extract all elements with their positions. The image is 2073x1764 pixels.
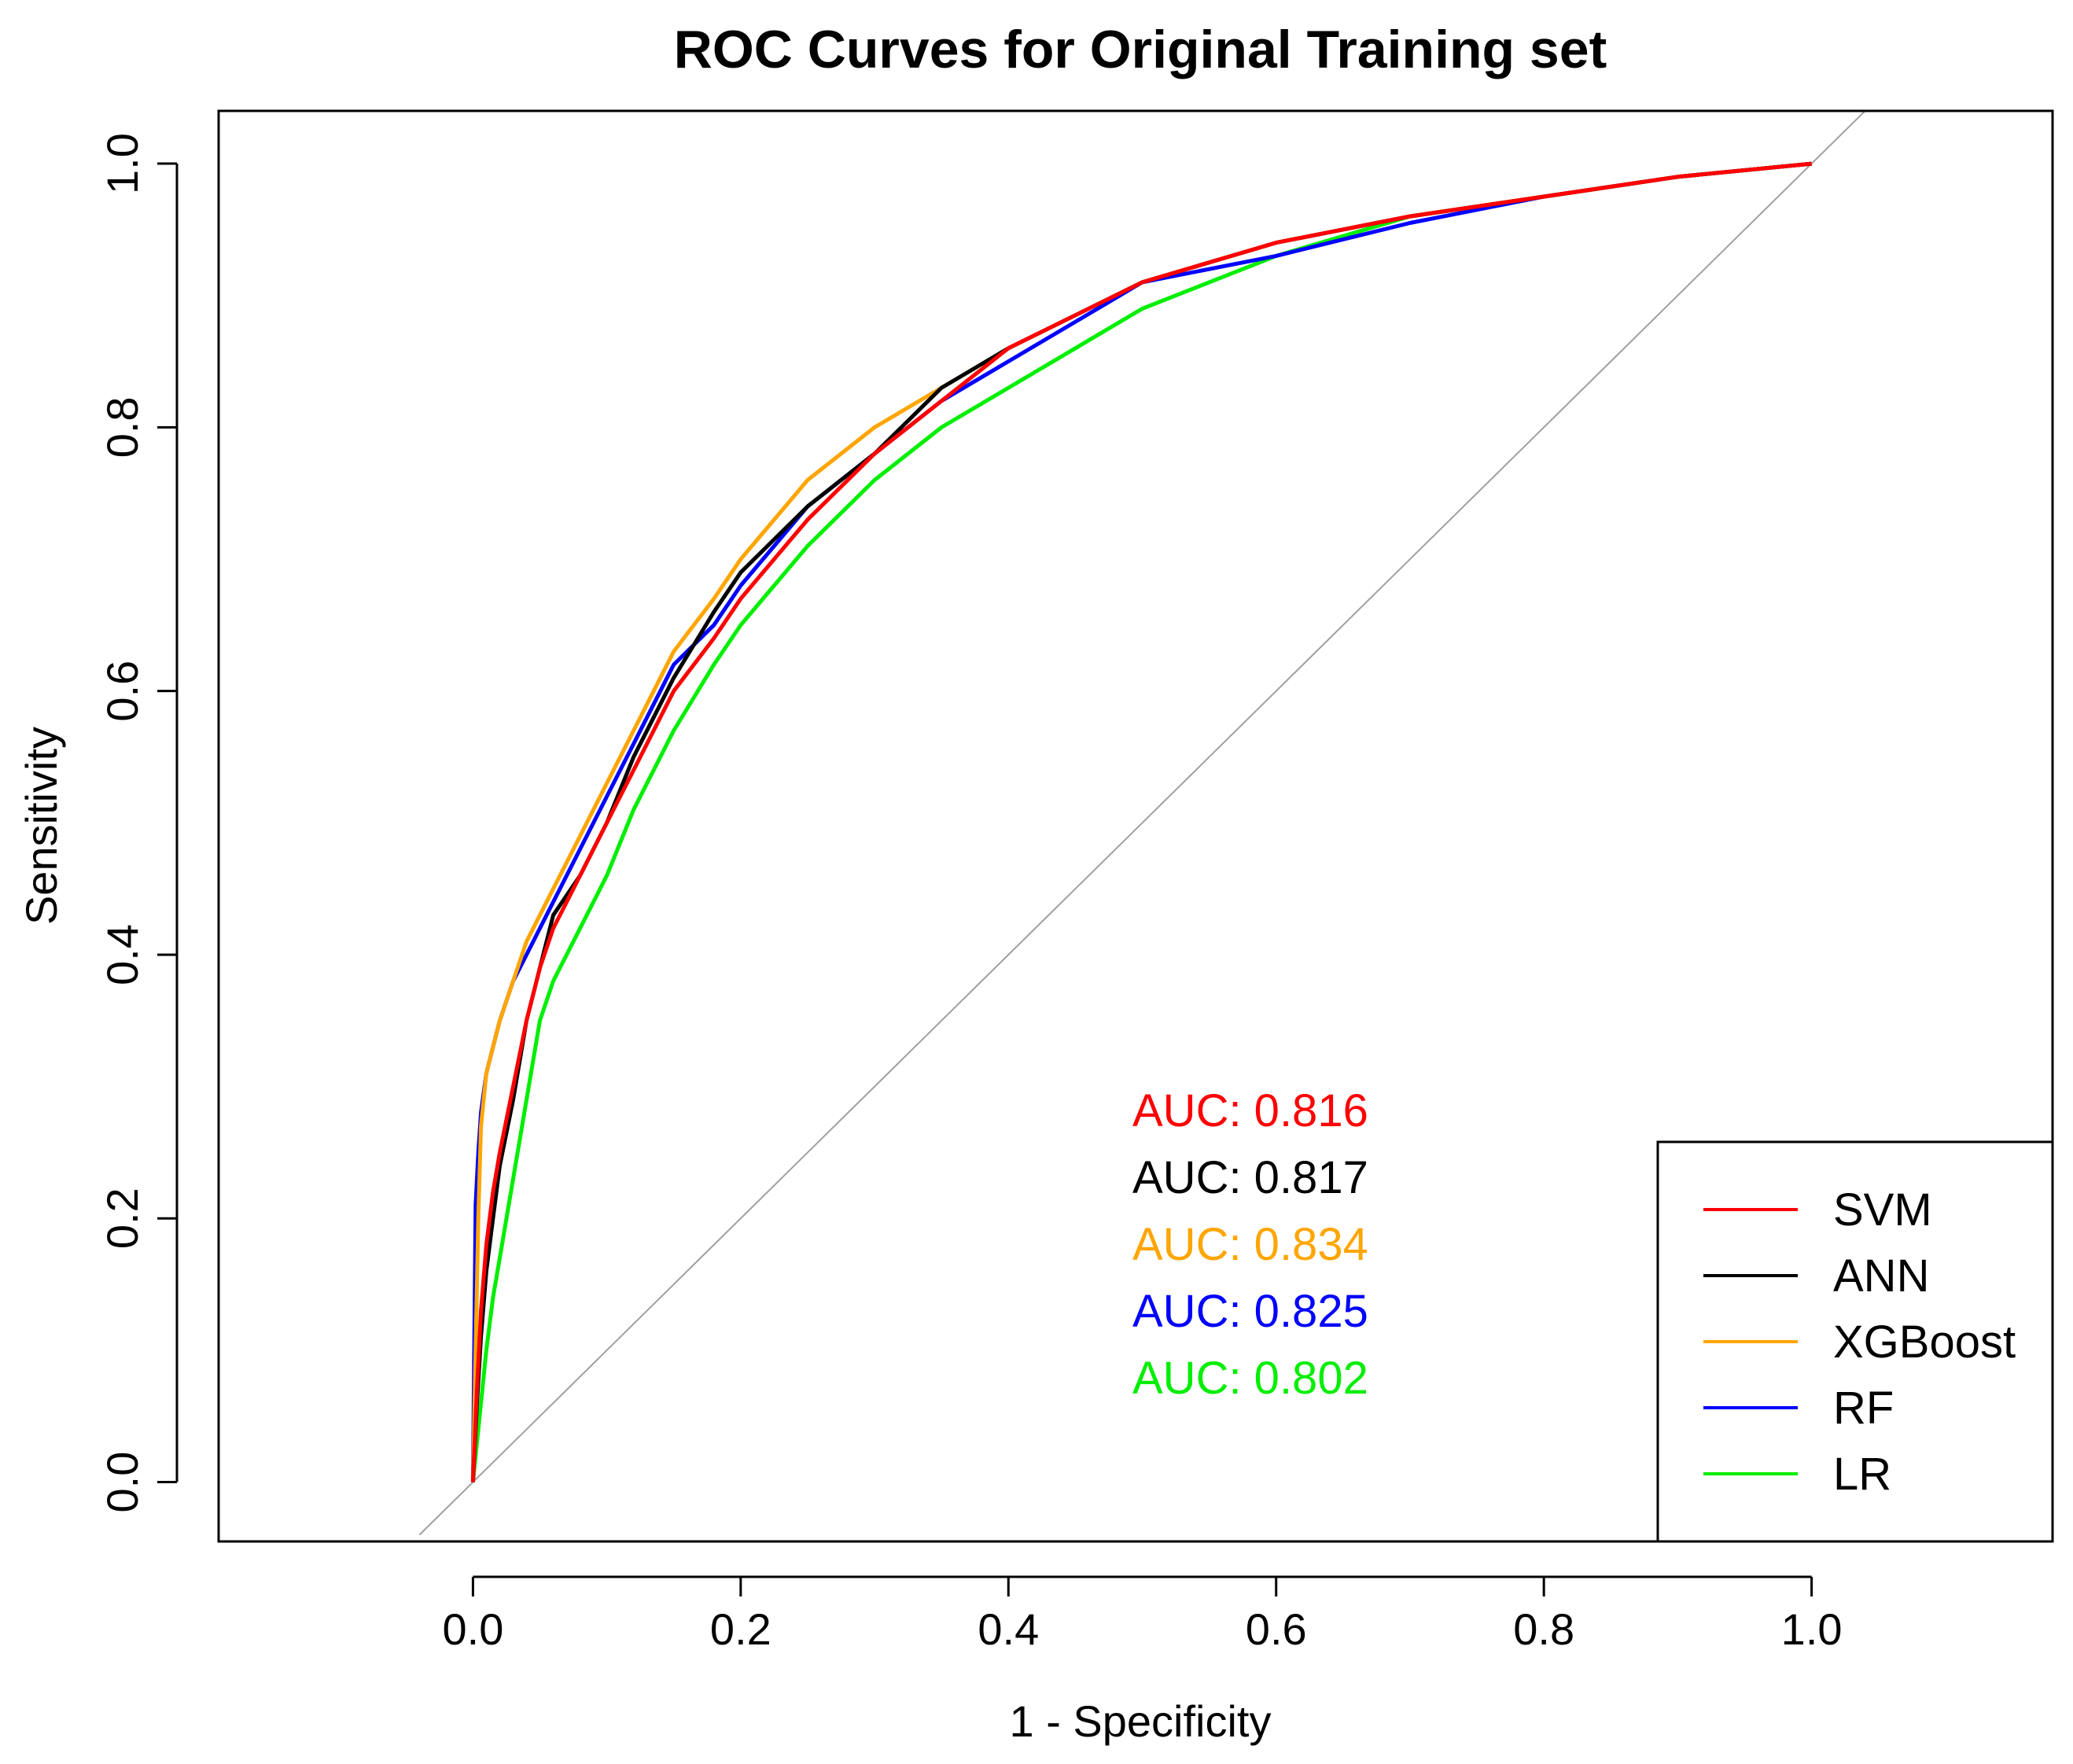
- y-tick-label: 0.2: [98, 1188, 147, 1249]
- legend-label-svm: SVM: [1833, 1184, 1932, 1236]
- plot-area: 0.0 0.2 0.4 0.6 0.8 1.0 0.0 0.2 0.4 0.6 0.8 1.0 AUC:…: [98, 109, 2054, 1654]
- auc-label-svm: AUC: 0.816: [1132, 1085, 1368, 1136]
- y-tick-label: 0.0: [98, 1452, 147, 1513]
- auc-label-ann: AUC: 0.817: [1132, 1152, 1368, 1203]
- legend-label-lr: LR: [1833, 1449, 1891, 1500]
- y-tick-label: 1.0: [98, 133, 147, 194]
- auc-label-rf: AUC: 0.825: [1132, 1286, 1368, 1337]
- x-tick-label: 0.8: [1513, 1604, 1574, 1654]
- plot-frame: [217, 109, 2054, 1543]
- chart-title: ROC Curves for Original Training set: [674, 20, 1607, 79]
- roc-curve-svm: [470, 161, 1812, 1482]
- y-tick-label: 0.4: [98, 924, 147, 985]
- x-tick-label: 1.0: [1781, 1604, 1843, 1654]
- roc-curve-lr: [470, 161, 1812, 1482]
- x-tick-label: 0.0: [442, 1604, 503, 1654]
- x-tick-label: 0.4: [978, 1604, 1039, 1654]
- x-tick-label: 0.2: [710, 1604, 771, 1654]
- x-tick-label: 0.6: [1246, 1604, 1307, 1654]
- auc-label-lr: AUC: 0.802: [1132, 1353, 1368, 1404]
- legend-label-rf: RF: [1833, 1383, 1894, 1434]
- legend-label-xgboost: XGBoost: [1833, 1317, 2016, 1368]
- x-axis-label: 1 - Specificity: [1010, 1696, 1272, 1746]
- y-axis-label: Sensitivity: [17, 727, 66, 925]
- legend-label-ann: ANN: [1833, 1250, 1929, 1302]
- auc-label-xgboost: AUC: 0.834: [1132, 1219, 1368, 1270]
- y-tick-label: 0.8: [98, 396, 147, 458]
- y-tick-label: 0.6: [98, 661, 147, 722]
- reference-diagonal: [418, 111, 1867, 1536]
